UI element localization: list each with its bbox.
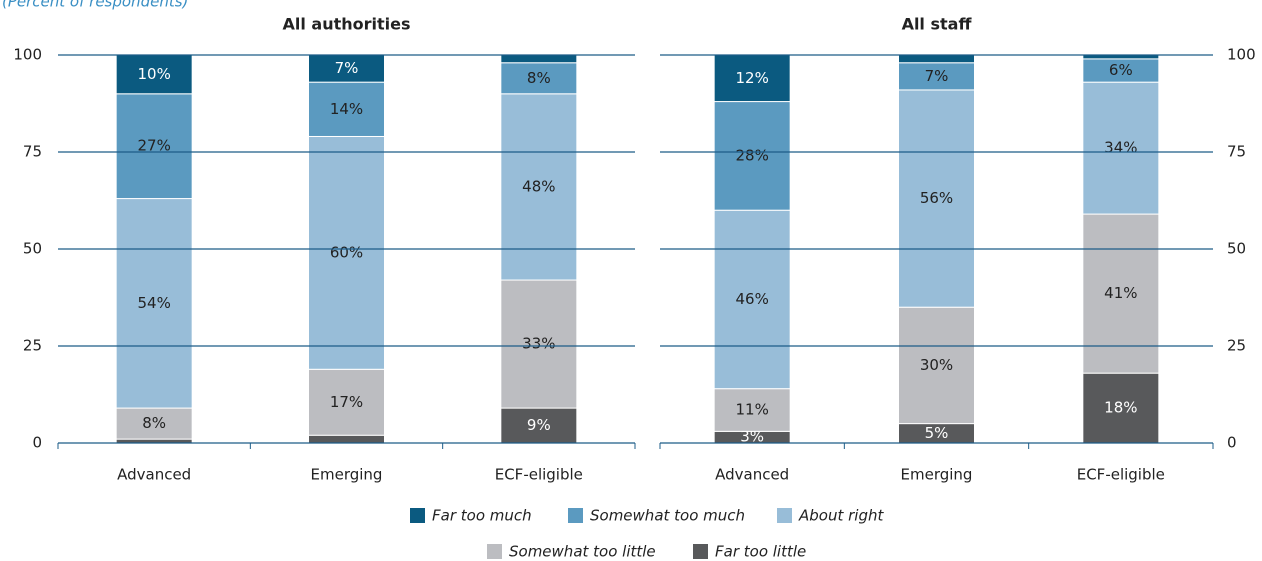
data-label: 46% [735, 290, 768, 308]
legend-label: About right [798, 507, 884, 525]
bar-segment [115, 93, 193, 200]
data-label: 9% [527, 416, 551, 434]
bar-segment [308, 54, 385, 83]
bar-segment [713, 388, 791, 432]
data-label: 7% [335, 59, 359, 77]
bar-segment [308, 368, 385, 436]
y-tick-label: 50 [1227, 240, 1246, 258]
y-tick-label: 0 [32, 434, 42, 452]
data-label: 14% [330, 100, 363, 118]
chart-subtitle: (Percent of respondents) [2, 0, 188, 11]
bar-segment [308, 434, 385, 444]
bar-segment [713, 54, 791, 103]
data-label: 3% [740, 428, 764, 446]
data-label: 18% [1104, 399, 1137, 417]
x-tick-label: Advanced [715, 466, 789, 484]
data-label: 6% [1109, 61, 1133, 79]
data-label: 54% [137, 294, 170, 312]
bar-segment [115, 407, 193, 440]
x-tick-label: ECF-eligible [1077, 466, 1165, 484]
data-label: 11% [735, 401, 768, 419]
data-label: 8% [142, 414, 166, 432]
legend-label: Somewhat too little [509, 543, 656, 561]
y-tick-label: 0 [1227, 434, 1237, 452]
bar-segment [500, 54, 578, 64]
data-label: 10% [137, 65, 170, 83]
data-label: 56% [920, 189, 953, 207]
chart-title: All staff [902, 15, 973, 34]
bar-segment [500, 62, 578, 95]
data-label: 60% [330, 243, 363, 261]
bar-segment [308, 135, 385, 370]
y-tick-label: 75 [1227, 143, 1246, 161]
data-label: 33% [522, 335, 555, 353]
y-tick-label: 100 [1227, 46, 1256, 64]
chart-title: All authorities [282, 15, 410, 34]
legend-swatch [777, 508, 792, 523]
data-label: 28% [735, 146, 768, 164]
data-label: 5% [925, 424, 949, 442]
data-label: 48% [522, 177, 555, 195]
bar-segment [500, 407, 578, 444]
data-label: 41% [1104, 284, 1137, 302]
bar-segment [713, 209, 791, 390]
legend-label: Somewhat too much [590, 507, 745, 525]
bar-segment [1082, 81, 1160, 215]
legend-label: Far too much [432, 507, 532, 525]
bar-segment [898, 306, 975, 425]
legend-label: Far too little [715, 543, 806, 561]
y-tick-label: 50 [23, 240, 42, 258]
x-tick-label: ECF-eligible [495, 466, 583, 484]
legend-swatch [487, 544, 502, 559]
bar-segment [898, 89, 975, 308]
bar-segment [898, 54, 975, 64]
data-label: 12% [735, 69, 768, 87]
x-tick-label: Emerging [311, 466, 383, 484]
y-tick-label: 75 [23, 143, 42, 161]
x-tick-label: Advanced [117, 466, 191, 484]
bar-segment [308, 81, 385, 137]
bar-segment [500, 279, 578, 409]
data-label: 34% [1104, 139, 1137, 157]
data-label: 17% [330, 393, 363, 411]
data-label: 8% [527, 69, 551, 87]
legend-swatch [568, 508, 583, 523]
y-tick-label: 25 [23, 337, 42, 355]
data-label: 30% [920, 356, 953, 374]
bar-segment [898, 62, 975, 91]
bar-segment [713, 101, 791, 211]
data-label: 7% [925, 67, 949, 85]
x-tick-label: Emerging [901, 466, 973, 484]
legend-swatch [693, 544, 708, 559]
y-tick-label: 100 [13, 46, 42, 64]
legend-swatch [410, 508, 425, 523]
data-label: 27% [137, 137, 170, 155]
y-tick-label: 25 [1227, 337, 1246, 355]
